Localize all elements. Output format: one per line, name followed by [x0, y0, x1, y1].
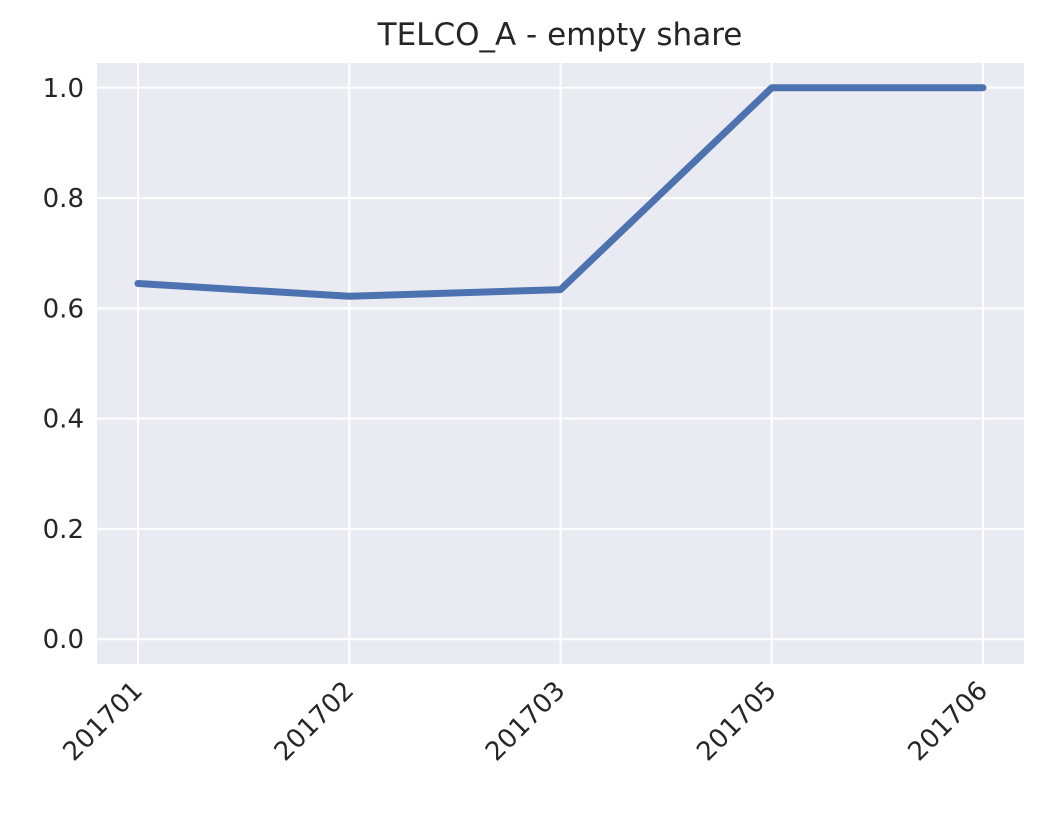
y-tick-label: 1.0 [43, 74, 84, 104]
grid-lines [97, 63, 1024, 664]
x-tick-label: 201703 [480, 676, 571, 767]
y-tick-label: 0.2 [43, 515, 84, 545]
x-tick-label: 201702 [269, 676, 360, 767]
x-tick-label: 201705 [691, 676, 782, 767]
y-tick-label: 0.6 [43, 294, 84, 324]
series-layer [134, 84, 987, 300]
y-tick-label: 0.4 [43, 405, 84, 435]
series-line [134, 84, 987, 300]
y-tick-label: 0.8 [43, 184, 84, 214]
y-tick-label: 0.0 [43, 625, 84, 655]
chart-title: TELCO_A - empty share [377, 17, 743, 53]
x-tick-label: 201701 [58, 676, 149, 767]
x-tick-label: 201706 [903, 676, 994, 767]
y-tick-labels: 0.0 0.2 0.4 0.6 0.8 1.0 [43, 74, 84, 655]
x-tick-labels: 201701 201702 201703 201705 201706 [58, 676, 994, 767]
